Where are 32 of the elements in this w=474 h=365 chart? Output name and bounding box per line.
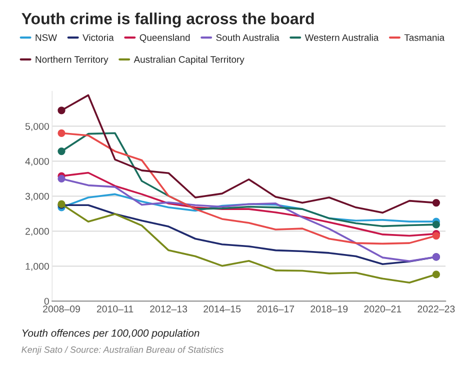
y-tick-label: 0 (44, 298, 49, 305)
x-tick-label: 2020–21 (364, 306, 402, 312)
text: Youth offences per 100,000 population (22, 329, 200, 339)
point (58, 147, 66, 156)
y-tick-label: 2,000 (26, 228, 49, 236)
point (58, 174, 66, 183)
legend-label: Northern Territory (36, 56, 108, 65)
x-tick-label: 2016–17 (257, 306, 294, 312)
point (432, 270, 440, 278)
legend-label: Tasmania (404, 34, 445, 41)
legend-label: Queensland (140, 34, 190, 43)
y-tick-label: 3,000 (25, 192, 49, 201)
x-tick-label: 2018–19 (310, 306, 348, 312)
legend-label: South Australia (216, 34, 280, 41)
legend-label: Australian Capital Territory (134, 56, 244, 65)
legend-label: Western Australia (304, 34, 379, 41)
point (58, 106, 66, 114)
y-tick-label: 4,000 (25, 158, 49, 166)
x-tick-label: 2022–23 (418, 306, 455, 312)
point (432, 220, 440, 228)
x-tick-label: 2012–13 (150, 306, 188, 312)
chart-title: Youth crime is falling across the board (22, 12, 314, 28)
x-tick-label: 2010–11 (96, 306, 134, 312)
point (432, 198, 440, 207)
x-tick-label: 2014–15 (204, 306, 241, 312)
legend-label: NSW (36, 34, 57, 41)
point (58, 129, 66, 137)
y-tick-label: 5,000 (25, 122, 49, 131)
text: Kenji Sato / Source: Australian Bureau of Statistics (22, 346, 224, 355)
y-tick-label: 1,000 (26, 262, 49, 271)
legend-label: Victoria (82, 34, 114, 41)
x-tick-label: 2008–09 (43, 306, 80, 312)
